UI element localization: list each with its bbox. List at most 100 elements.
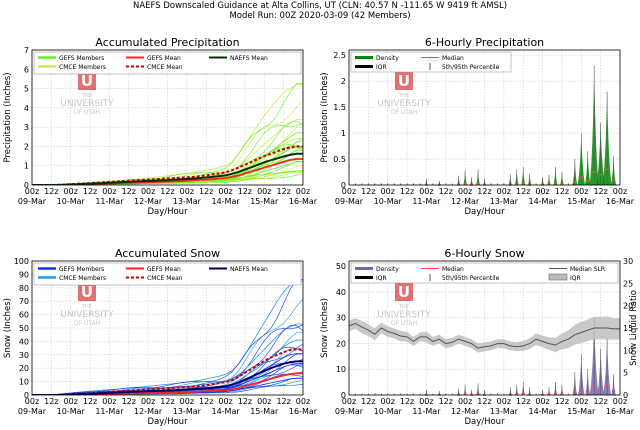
y-tick-label: 4 (24, 104, 29, 113)
accum-precip-title: Accumulated Precipitation (95, 36, 239, 49)
y-tick-label: 2.5 (333, 51, 346, 60)
x-hour-label: 12z (361, 397, 375, 406)
x-hour-label: 00z (296, 187, 310, 196)
x-hour-label: 12z (439, 397, 453, 406)
x-day-label: 13-Mar (490, 197, 519, 206)
x-hour-label: 00z (141, 187, 155, 196)
x-hour-label: 12z (593, 187, 607, 196)
y-tick-label: 80 (19, 284, 29, 293)
x-day-label: 14-Mar (528, 197, 557, 206)
x-hour-label: 00z (419, 397, 433, 406)
y-tick-label: 2 (24, 142, 29, 151)
x-day-label: 15-Mar (567, 407, 596, 416)
x-day-label: 15-Mar (250, 407, 279, 416)
y-right-tick-label: 0 (623, 391, 628, 400)
x-hour-label: 00z (535, 187, 549, 196)
x-hour-label: 00z (141, 397, 155, 406)
naefs-mean-line (32, 152, 303, 185)
six-hourly-distributions (354, 65, 617, 186)
x-hour-label: 00z (64, 397, 78, 406)
x-hour-label: 00z (257, 187, 271, 196)
y-right-tick-label: 20 (623, 302, 633, 311)
legend-label: NAEFS Mean (230, 55, 268, 62)
header-model-run: Model Run: 00Z 2020-03-09 (42 Members) (229, 11, 411, 21)
x-hour-label: 12z (199, 397, 213, 406)
legend-label: CMCE Members (59, 275, 106, 282)
legend-label: Density (376, 55, 399, 62)
x-hour-label: 00z (381, 187, 395, 196)
legend: Density IQR Median 5th/95th Percentile (350, 51, 512, 73)
legend-label: GEFS Members (59, 55, 104, 62)
block-u-icon (395, 283, 413, 301)
x-axis-label: Day/Hour (147, 207, 188, 217)
x-axis-label: Day/Hour (464, 417, 505, 427)
x-hour-label: 12z (361, 187, 375, 196)
x-hour-label: 00z (257, 397, 271, 406)
y-tick-label: 20 (336, 339, 346, 348)
y-right-tick-label: 5 (623, 369, 628, 378)
x-hour-label: 00z (180, 397, 194, 406)
logo-line-2: UNIVERSITY (60, 310, 114, 320)
y-tick-label: 3 (24, 123, 29, 132)
x-day-label: 11-Mar (412, 197, 441, 206)
x-day-label: 11-Mar (95, 407, 124, 416)
legend: Density IQR Median 5th/95th Percentile Media… (350, 262, 619, 284)
y-tick-label: 2 (341, 77, 346, 86)
x-hour-label: 00z (458, 187, 472, 196)
x-hour-label: 12z (593, 397, 607, 406)
y-right-tick-label: 15 (623, 324, 633, 333)
x-hour-label: 12z (555, 187, 569, 196)
y-right-tick-label: 25 (623, 279, 633, 288)
x-hour-label: 00z (342, 187, 356, 196)
six-hr-precip-chart: 6-Hourly Precipitation 0 0.5 1 1.5 2 2.5 00z 12z… (320, 36, 635, 217)
x-day-label: 16-Mar (289, 407, 318, 416)
x-day-label: 15-Mar (250, 197, 279, 206)
y-tick-label: 50 (336, 262, 346, 271)
naefs-mean-line (32, 360, 303, 395)
x-hour-label: 00z (497, 187, 511, 196)
legend-label: GEFS Mean (147, 55, 181, 62)
x-hour-label: 12z (160, 397, 174, 406)
legend-label: IQR (376, 275, 387, 282)
x-hour-label: 12z (400, 397, 414, 406)
slr-iqr-band (349, 316, 620, 353)
y-tick-label: 7 (24, 46, 29, 55)
x-hour-label: 00z (180, 187, 194, 196)
x-hour-label: 00z (381, 397, 395, 406)
x-hour-label: 00z (25, 397, 39, 406)
x-day-label: 12-Mar (134, 407, 163, 416)
x-hour-label: 12z (477, 397, 491, 406)
x-hour-label: 00z (218, 397, 232, 406)
y-axis-label: Precipitation (Inches) (3, 72, 13, 162)
x-day-label: 09-Mar (18, 407, 47, 416)
x-day-label: 15-Mar (567, 197, 596, 206)
x-hour-label: 12z (439, 187, 453, 196)
legend: GEFS Members CMCE Members GEFS Mean CMCE Me… (33, 51, 302, 75)
plot-frame (348, 49, 621, 186)
x-hour-label: 00z (25, 187, 39, 196)
y-right-axis-label: Snow Liquid Ratio (629, 290, 639, 366)
y-tick-label: 1 (341, 129, 346, 138)
six-hr-precip-title: 6-Hourly Precipitation (425, 36, 544, 49)
x-day-label: 10-Mar (374, 407, 403, 416)
x-day-label: 13-Mar (173, 407, 202, 416)
legend-label: Median (442, 266, 464, 273)
x-hour-label: 12z (122, 397, 136, 406)
y-axis-label: Snow (Inches) (3, 298, 13, 358)
logo-line-2: UNIVERSITY (60, 99, 114, 109)
y-tick-label: 40 (19, 337, 29, 346)
y-tick-label: 40 (336, 288, 346, 297)
y-tick-label: 1 (24, 162, 29, 171)
legend-label: GEFS Mean (147, 266, 181, 273)
x-day-label: 16-Mar (606, 197, 635, 206)
legend-label: NAEFS Mean (230, 266, 268, 273)
y-axis-label: Precipitation (Inches) (320, 72, 330, 162)
x-day-label: 12-Mar (451, 197, 480, 206)
header-title: NAEFS Downscaled Guidance at Alta Collin… (132, 1, 508, 11)
logo-line-1: THE (81, 304, 92, 310)
legend-label: CMCE Mean (147, 64, 183, 71)
